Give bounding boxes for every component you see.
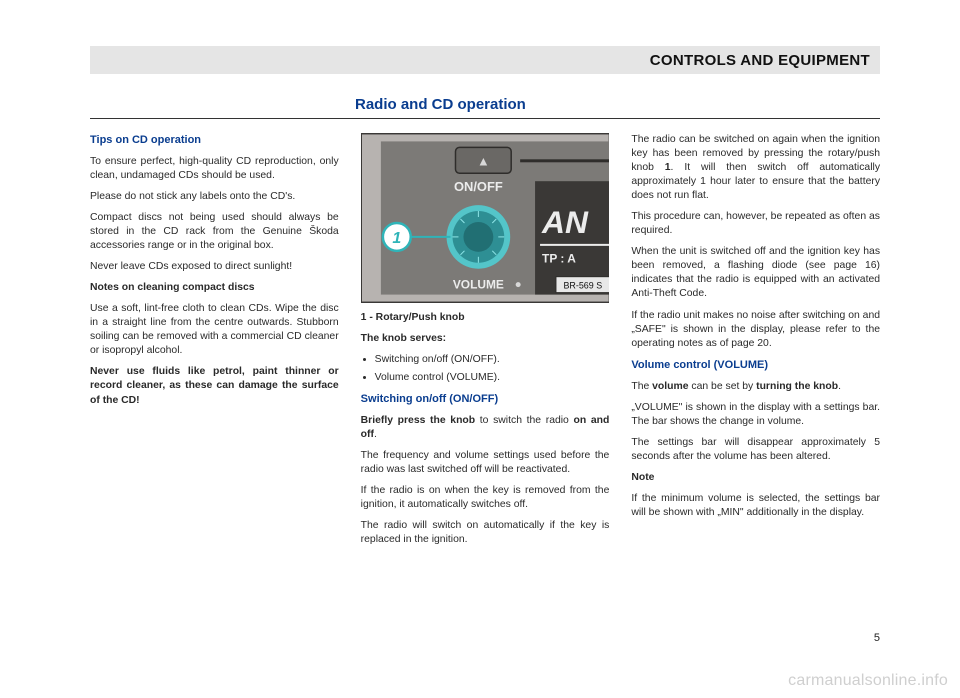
- onoff-label: ON/OFF: [454, 179, 503, 194]
- col3-p4: If the radio unit makes no noise after s…: [631, 309, 880, 351]
- col1-p3: Compact discs not being used should alwa…: [90, 211, 339, 253]
- col3-heading-note: Note: [631, 471, 880, 485]
- col2-p1d: .: [374, 429, 377, 440]
- divider: [90, 118, 880, 119]
- watermark: carmanualsonline.info: [788, 672, 948, 690]
- col3-p5b: volume: [652, 381, 688, 392]
- column-3: The radio can be switched on again when …: [631, 133, 880, 554]
- col2-bullets: Switching on/off (ON/OFF). Volume contro…: [361, 353, 610, 385]
- col3-p8: If the minimum volume is selected, the s…: [631, 492, 880, 520]
- col3-p5: The volume can be set by turning the kno…: [631, 380, 880, 394]
- header-title: CONTROLS AND EQUIPMENT: [650, 52, 870, 69]
- col1-heading-notes: Notes on cleaning compact discs: [90, 281, 339, 295]
- col2-heading-switch: Switching on/off (ON/OFF): [361, 392, 610, 407]
- page: CONTROLS AND EQUIPMENT Radio and CD oper…: [0, 0, 960, 698]
- radio-svg: ▲ ON/OFF: [361, 133, 610, 303]
- col1-p4: Never leave CDs exposed to direct sunlig…: [90, 260, 339, 274]
- col3-p5e: .: [838, 381, 841, 392]
- radio-figure: ▲ ON/OFF: [361, 133, 610, 303]
- column-1: Tips on CD operation To ensure perfect, …: [90, 133, 339, 554]
- col3-p5a: The: [631, 381, 652, 392]
- col2-p1a: Briefly press the knob: [361, 415, 475, 426]
- col3-p2: This procedure can, however, be repeated…: [631, 210, 880, 238]
- col3-heading-volume: Volume control (VOLUME): [631, 358, 880, 373]
- col2-p3: If the radio is on when the key is remov…: [361, 484, 610, 512]
- figure-ref: BR-569 S: [563, 281, 602, 291]
- col2-heading-knob: 1 - Rotary/Push knob: [361, 311, 610, 325]
- display-text-tp: TP : A: [542, 252, 576, 266]
- page-number: 5: [874, 632, 880, 644]
- col2-p1: Briefly press the knob to switch the rad…: [361, 414, 610, 442]
- col1-p6: Never use fluids like petrol, paint thin…: [90, 365, 339, 407]
- callout-1: 1: [392, 230, 401, 247]
- col2-p2: The frequency and volume settings used b…: [361, 449, 610, 477]
- col2-p1b: to switch the radio: [475, 415, 573, 426]
- display-text-an: AN: [541, 204, 589, 240]
- col3-p1: The radio can be switched on again when …: [631, 133, 880, 203]
- eject-icon: ▲: [477, 153, 490, 168]
- section-title: Radio and CD operation: [355, 96, 526, 113]
- col1-p2: Please do not stick any labels onto the …: [90, 190, 339, 204]
- col2-bullet-1: Switching on/off (ON/OFF).: [375, 353, 610, 367]
- column-2: ▲ ON/OFF: [361, 133, 610, 554]
- col3-p7: The settings bar will disappear approxim…: [631, 436, 880, 464]
- columns: Tips on CD operation To ensure perfect, …: [90, 133, 880, 554]
- col1-p1: To ensure perfect, high-quality CD repro…: [90, 155, 339, 183]
- col3-p3: When the unit is switched off and the ig…: [631, 245, 880, 301]
- col2-subhead-serves: The knob serves:: [361, 332, 610, 346]
- col1-p5: Use a soft, lint-free cloth to clean CDs…: [90, 302, 339, 358]
- col2-p4: The radio will switch on automatically i…: [361, 519, 610, 547]
- col2-bullet-2: Volume control (VOLUME).: [375, 371, 610, 385]
- col3-p6: „VOLUME" is shown in the display with a …: [631, 401, 880, 429]
- col3-p5c: can be set by: [689, 381, 757, 392]
- volume-label: VOLUME: [453, 278, 504, 292]
- col3-p5d: turning the knob: [756, 381, 838, 392]
- header-strip: CONTROLS AND EQUIPMENT: [90, 46, 880, 74]
- col1-heading-tips: Tips on CD operation: [90, 133, 339, 148]
